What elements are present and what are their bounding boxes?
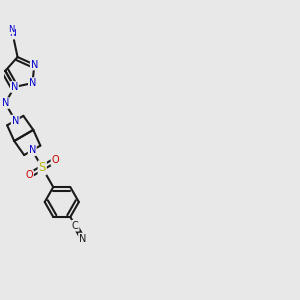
- Text: N: N: [79, 234, 86, 244]
- Text: S: S: [39, 161, 46, 174]
- Text: C: C: [72, 221, 79, 231]
- Text: N: N: [29, 78, 36, 88]
- Text: N: N: [2, 98, 9, 108]
- Text: N: N: [9, 29, 16, 38]
- Text: N: N: [31, 60, 38, 70]
- Text: N: N: [8, 25, 15, 34]
- Text: N: N: [12, 116, 19, 126]
- Text: O: O: [51, 155, 59, 165]
- Text: N: N: [28, 145, 36, 155]
- Text: O: O: [26, 170, 33, 180]
- Text: N: N: [11, 82, 18, 92]
